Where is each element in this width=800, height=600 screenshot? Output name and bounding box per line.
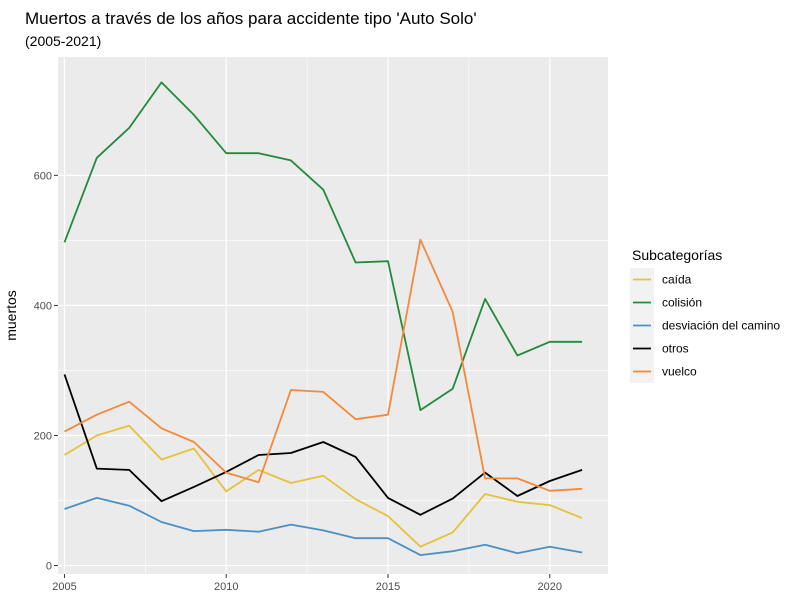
x-axis: 2005 2010 2015 2020 — [52, 574, 562, 593]
y-tick-label: 0 — [46, 561, 52, 573]
major-gridlines — [58, 57, 608, 574]
y-tick-label: 200 — [34, 430, 52, 442]
series-lines — [63, 81, 583, 556]
plot-panel — [58, 57, 608, 574]
legend-label-0: caída — [662, 273, 692, 287]
chart-subtitle: (2005-2021) — [25, 33, 101, 49]
y-tick-label: 600 — [34, 170, 52, 182]
series-line-3 — [63, 374, 583, 516]
y-axis-title: muertos — [3, 290, 19, 341]
x-tick-label: 2015 — [376, 581, 400, 593]
series-line-2 — [64, 496, 583, 556]
chart-title: Muertos a través de los años para accide… — [25, 9, 477, 28]
x-tick-label: 2020 — [538, 581, 562, 593]
minor-gridlines — [58, 57, 608, 574]
legend: Subcategorías caída colisión desviación de… — [630, 247, 780, 383]
series-line-4 — [64, 238, 583, 492]
legend-title: Subcategorías — [632, 247, 722, 263]
series-line-0 — [64, 424, 583, 548]
x-tick-label: 2010 — [214, 581, 238, 593]
y-axis: 0 200 400 600 — [34, 170, 58, 573]
legend-label-4: vuelco — [662, 365, 697, 379]
legend-label-3: otros — [662, 342, 689, 356]
y-tick-label: 400 — [34, 300, 52, 312]
x-tick-label: 2005 — [52, 581, 76, 593]
legend-label-2: desviación del camino — [662, 319, 780, 333]
series-line-1 — [63, 81, 583, 412]
legend-label-1: colisión — [662, 296, 702, 310]
